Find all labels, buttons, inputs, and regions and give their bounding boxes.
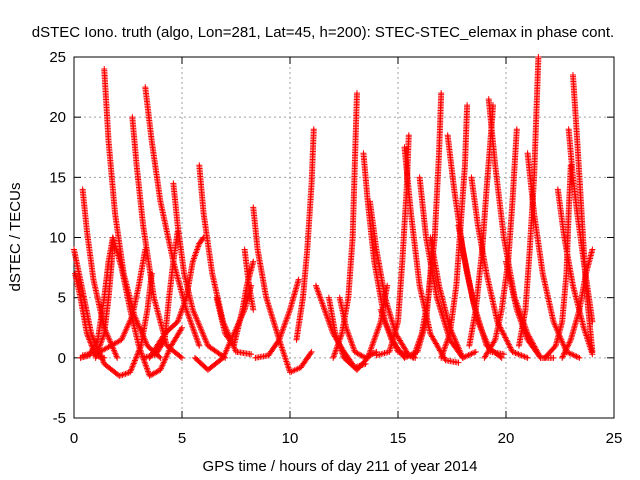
series-24: [330, 90, 360, 361]
data-point: [131, 358, 138, 365]
data-point: [405, 132, 412, 139]
data-point: [281, 353, 288, 360]
data-point: [156, 353, 163, 360]
data-point: [130, 361, 137, 368]
series-38: [481, 126, 520, 361]
data-point: [280, 349, 287, 356]
series-19: [252, 276, 302, 361]
data-point: [250, 258, 257, 265]
y-tick-label: 10: [49, 230, 66, 247]
data-point: [285, 364, 292, 371]
data-point: [282, 356, 289, 363]
data-point: [86, 336, 93, 343]
data-point: [133, 354, 140, 361]
ticks: [73, 56, 615, 419]
x-tick-label: 5: [178, 430, 186, 447]
x-tick-label: 0: [70, 430, 78, 447]
data-point: [535, 54, 542, 60]
data-point: [122, 370, 129, 377]
y-tick-label: 20: [49, 109, 66, 126]
series-9: [142, 84, 203, 349]
data-point: [129, 363, 136, 370]
data-point: [464, 102, 471, 109]
data-point: [128, 364, 135, 371]
data-point: [86, 337, 93, 344]
data-point: [438, 90, 445, 97]
y-tick-label: 25: [49, 49, 66, 66]
data-point: [280, 350, 287, 357]
data-point: [278, 344, 285, 351]
x-tick-label: 25: [606, 430, 623, 447]
data-point: [130, 360, 137, 367]
series-10: [109, 234, 185, 379]
series-36: [466, 102, 497, 349]
data-point: [283, 359, 290, 366]
data-point: [85, 333, 92, 340]
data-point: [279, 347, 286, 354]
data-point: [295, 276, 302, 283]
series-41: [515, 54, 542, 349]
data-point: [179, 354, 185, 361]
data-point: [127, 367, 134, 374]
y-tick-label: 15: [49, 169, 66, 186]
data-point: [178, 326, 185, 333]
data-point: [85, 335, 92, 342]
data-point: [87, 339, 94, 346]
data-point: [177, 353, 184, 360]
data-point: [114, 354, 121, 361]
data-point: [131, 357, 138, 364]
data-point: [283, 358, 290, 365]
data-point: [281, 352, 288, 359]
data-point: [83, 330, 90, 337]
series-8: [129, 114, 185, 361]
data-marks: [71, 54, 596, 379]
series-20: [293, 126, 317, 343]
y-tick-label: 0: [58, 350, 66, 367]
data-point: [117, 372, 124, 379]
data-point: [179, 324, 185, 331]
data-point: [128, 366, 135, 373]
data-point: [279, 346, 286, 353]
series-2: [72, 270, 108, 361]
data-point: [127, 369, 134, 376]
x-tick-label: 15: [390, 430, 407, 447]
y-tick-label: 5: [58, 290, 66, 307]
y-tick-label: -5: [53, 410, 66, 427]
series-11: [140, 228, 181, 361]
data-point: [310, 126, 317, 133]
data-point: [157, 354, 164, 361]
data-point: [84, 332, 91, 339]
x-tick-label: 20: [498, 430, 515, 447]
data-point: [133, 353, 140, 360]
data-point: [282, 355, 289, 362]
series-6: [101, 66, 164, 361]
series-12: [170, 180, 229, 361]
data-point: [119, 371, 126, 378]
data-point: [196, 342, 203, 349]
data-point: [248, 351, 255, 358]
series-5: [92, 234, 116, 361]
grid: [74, 57, 614, 418]
data-point: [120, 371, 127, 378]
data-point: [101, 354, 108, 361]
data-point: [132, 356, 139, 363]
x-tick-label: 10: [282, 430, 299, 447]
